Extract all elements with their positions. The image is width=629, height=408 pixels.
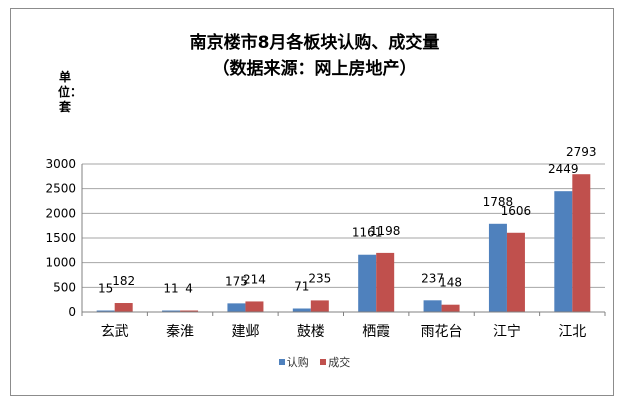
data-label: 4: [185, 282, 193, 296]
data-label: 1161: [352, 226, 383, 240]
bar: [180, 310, 199, 312]
y-tick-label: 0: [68, 305, 76, 319]
data-label: 214: [243, 272, 266, 286]
data-label: 182: [112, 274, 135, 288]
bar: [554, 191, 573, 312]
y-tick-label: 500: [53, 280, 76, 294]
y-tick-label: 3000: [45, 157, 76, 171]
data-label: 2793: [566, 145, 597, 159]
bar: [162, 310, 181, 312]
data-label: 237: [421, 271, 444, 285]
chart-frame: [10, 8, 614, 396]
y-tick-label: 1500: [45, 231, 76, 245]
x-tick-label: 栖霞: [362, 324, 390, 340]
y-tick-label: 2500: [45, 182, 76, 196]
legend-swatch-subscription: [278, 359, 285, 365]
data-label: 15: [98, 282, 113, 296]
bar: [506, 232, 525, 312]
bar: [292, 308, 311, 312]
y-tick-label: 2000: [45, 206, 76, 220]
legend-swatch-deal: [320, 359, 327, 365]
chart-title: 南京楼市8月各板块认购、成交量: [189, 33, 440, 53]
bar: [96, 310, 115, 312]
data-label: 2449: [548, 162, 579, 176]
data-label: 148: [439, 276, 462, 290]
legend-label-deal: 成交: [328, 356, 351, 369]
y-tick-label: 1000: [45, 256, 76, 270]
x-tick-label: 雨花台: [421, 324, 463, 340]
legend-item-deal: 成交: [320, 354, 350, 370]
bar: [376, 252, 395, 312]
bar: [310, 300, 329, 312]
bar: [227, 303, 246, 312]
bar: [423, 300, 442, 312]
legend-item-subscription: 认购: [278, 354, 309, 370]
x-tick-label: 玄武: [101, 323, 129, 340]
x-tick-label: 秦淮: [166, 324, 194, 340]
data-label: 71: [294, 279, 309, 293]
data-label: 1788: [483, 195, 514, 209]
x-tick-label: 建邺: [231, 324, 259, 340]
x-tick-label: 江宁: [493, 323, 521, 340]
bar: [358, 254, 377, 312]
bar: [441, 304, 460, 312]
data-label: 1198: [370, 224, 401, 238]
bar: [488, 223, 507, 312]
data-label: 1606: [501, 204, 532, 218]
chart-subtitle: （数据来源：网上房地产）: [212, 59, 417, 79]
legend: 认购 成交: [0, 354, 629, 370]
data-label: 235: [308, 271, 331, 285]
x-tick-label: 鼓楼: [297, 324, 325, 340]
data-label: 175: [225, 274, 248, 288]
bar: [245, 301, 264, 312]
data-label: 11: [163, 282, 178, 296]
bar: [572, 174, 591, 312]
bar: [114, 303, 133, 312]
x-tick-label: 江北: [558, 324, 586, 340]
legend-label-subscription: 认购: [286, 356, 309, 369]
